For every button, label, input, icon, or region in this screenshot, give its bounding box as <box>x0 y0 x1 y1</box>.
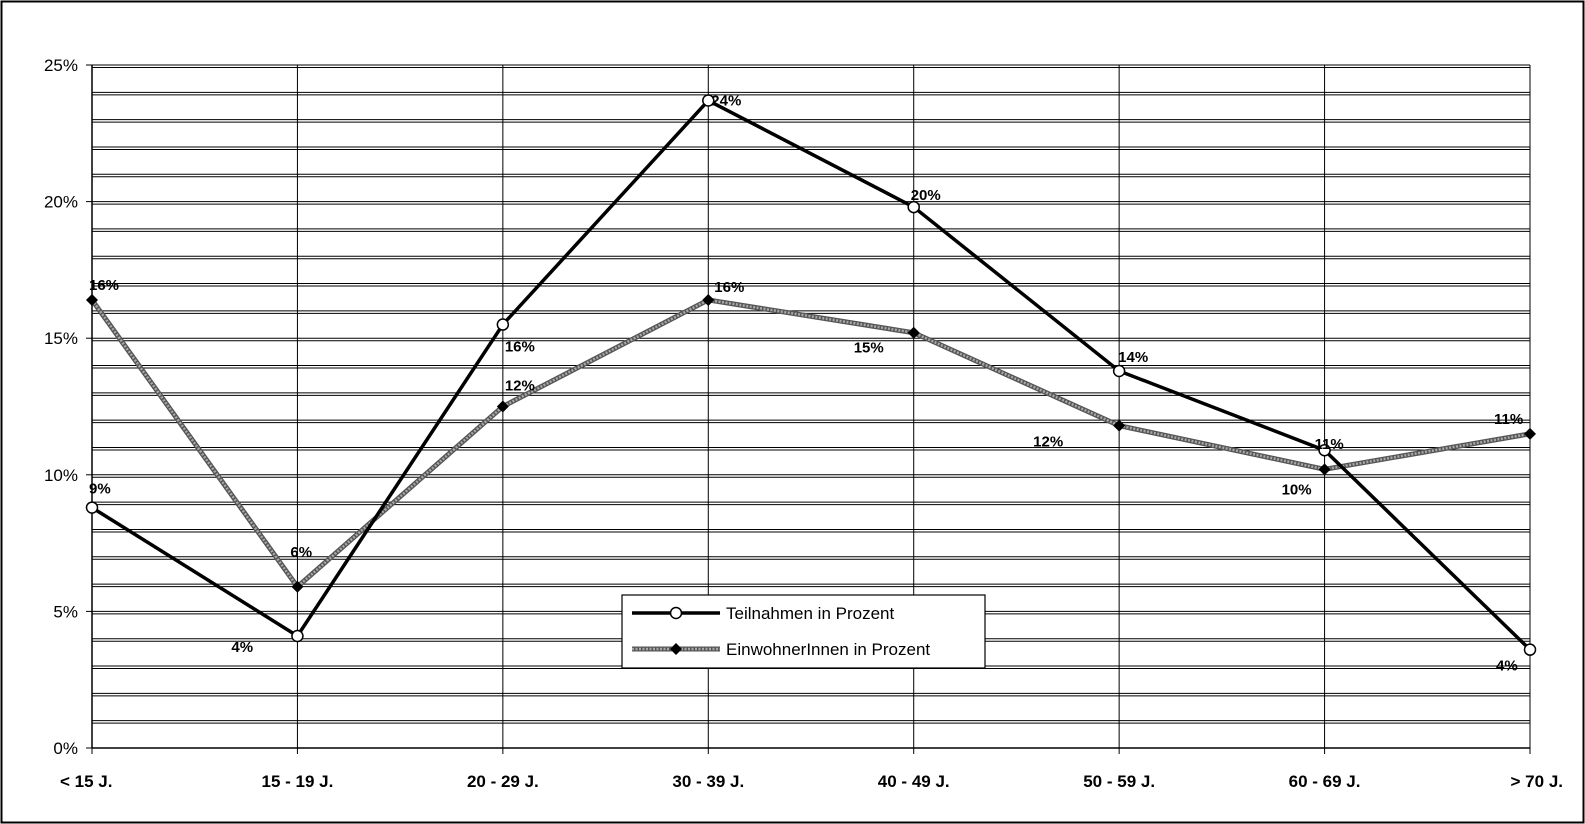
legend: Teilnahmen in Prozent EinwohnerInnen in P… <box>621 594 986 669</box>
data-label-einwohner: 16% <box>714 279 744 296</box>
x-tick-label: 50 - 59 J. <box>1083 772 1155 791</box>
x-tick-label: < 15 J. <box>60 772 112 791</box>
marker-teilnahmen <box>1112 364 1126 378</box>
marker-einwohner <box>1318 463 1331 476</box>
legend-marker-einwohner <box>670 643 682 655</box>
marker-teilnahmen <box>702 94 715 107</box>
marker-einwohner <box>702 293 715 306</box>
data-label-teilnahmen: 9% <box>89 481 111 498</box>
legend-marker-teilnahmen <box>669 606 683 620</box>
y-tick-label: 25% <box>44 56 78 75</box>
data-labels: 9% 4% 16% 24% 20% 14% 11% 4% 16% 6% 12% 16% 15% 12% 10… <box>89 93 1523 675</box>
marker-einwohner <box>1113 419 1126 432</box>
legend-label-einwohner: EinwohnerInnen in Prozent <box>726 640 930 659</box>
data-label-einwohner: 6% <box>290 544 312 561</box>
x-tick-label: 30 - 39 J. <box>672 772 744 791</box>
series-line-teilnahmen <box>91 98 1532 651</box>
data-label-einwohner: 15% <box>854 340 884 357</box>
y-tick-label: 15% <box>44 329 78 348</box>
data-label-teilnahmen: 4% <box>1496 658 1518 675</box>
marker-teilnahmen <box>1523 643 1537 656</box>
series-layer <box>85 94 1537 656</box>
data-label-teilnahmen: 4% <box>231 639 253 656</box>
data-label-einwohner: 10% <box>1282 481 1312 498</box>
marker-teilnahmen <box>85 501 99 514</box>
x-tick-label: > 70 J. <box>1511 772 1563 791</box>
data-label-einwohner: 11% <box>1494 411 1523 428</box>
marker-teilnahmen <box>1318 443 1331 457</box>
y-tick-label: 10% <box>44 466 78 485</box>
marker-einwohner <box>86 293 98 306</box>
x-tick-label: 40 - 49 J. <box>878 772 950 791</box>
axes: 0% 5% 10% 15% 20% 25% < 15 J. 15 - 19 J. 20 - 29… <box>44 56 1563 791</box>
data-label-teilnahmen: 24% <box>711 93 741 110</box>
legend-label-teilnahmen: Teilnahmen in Prozent <box>726 604 894 623</box>
marker-einwohner <box>907 326 920 339</box>
x-tick-label: 15 - 19 J. <box>262 772 334 791</box>
marker-teilnahmen <box>291 629 304 643</box>
data-label-teilnahmen: 20% <box>911 187 941 204</box>
marker-einwohner <box>291 580 304 593</box>
data-label-einwohner: 16% <box>89 277 119 294</box>
marker-einwohner <box>496 400 509 413</box>
marker-teilnahmen <box>496 318 510 331</box>
y-tick-label: 0% <box>53 739 78 758</box>
x-tick-label: 60 - 69 J. <box>1289 772 1361 791</box>
series-line-einwohner-outline <box>89 297 1531 591</box>
data-label-einwohner: 12% <box>1033 434 1063 451</box>
legend-box <box>621 594 986 669</box>
data-label-einwohner: 12% <box>505 378 535 395</box>
x-tick-label: 20 - 29 J. <box>467 772 539 791</box>
data-label-teilnahmen: 14% <box>1118 349 1148 366</box>
data-label-teilnahmen: 16% <box>505 339 535 356</box>
y-tick-label: 5% <box>53 602 78 621</box>
y-tick-label: 20% <box>44 193 78 212</box>
marker-teilnahmen <box>907 200 920 214</box>
marker-einwohner <box>1524 427 1536 440</box>
data-label-teilnahmen: 11% <box>1315 436 1344 453</box>
